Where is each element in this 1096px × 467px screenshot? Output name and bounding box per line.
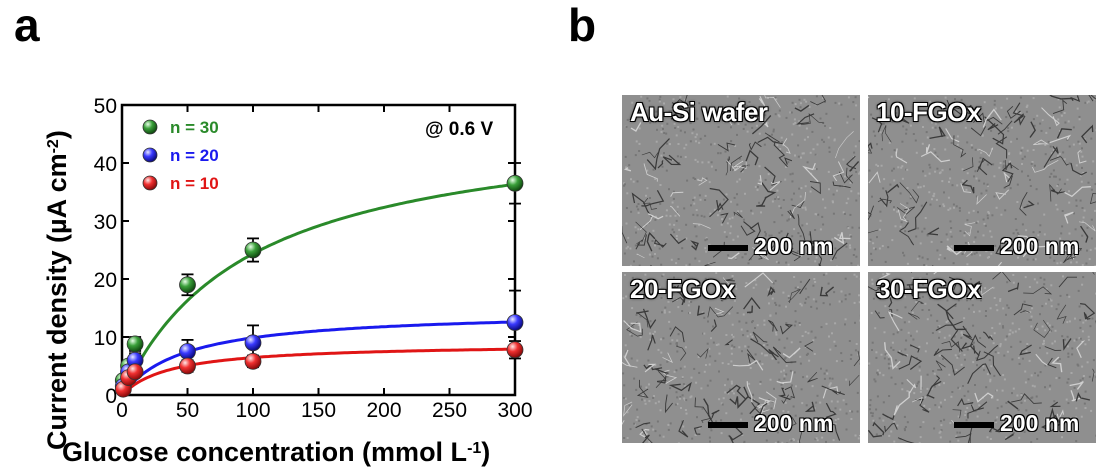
x-tick-label: 150 bbox=[301, 399, 336, 422]
x-tick-label: 0 bbox=[116, 399, 128, 422]
panel-a-letter: a bbox=[14, 0, 40, 51]
legend-label: n = 10 bbox=[170, 174, 219, 193]
y-tick-label: 0 bbox=[105, 385, 117, 408]
x-tick-label: 100 bbox=[235, 399, 270, 422]
y-tick-label: 50 bbox=[94, 95, 117, 118]
sem-label: 20-FGOx bbox=[630, 274, 735, 304]
sem-image-au-si-wafer: Au-Si wafer 200 nm bbox=[622, 95, 860, 266]
voltage-annotation: @ 0.6 V bbox=[425, 119, 493, 140]
sem-image-grid: Au-Si wafer 200 nm 10-FGOx 200 nm 20-FGO… bbox=[622, 95, 1096, 443]
legend-marker bbox=[142, 147, 158, 163]
y-tick-label: 40 bbox=[94, 153, 117, 176]
x-axis-ticks: 0 50 100 150 200 250 300 bbox=[116, 105, 533, 422]
sem-image-20-fgox: 20-FGOx 200 nm bbox=[622, 272, 860, 443]
legend: n = 30 n = 20 n = 10 bbox=[142, 118, 219, 193]
scale-bar-label: 200 nm bbox=[754, 233, 834, 259]
data-point bbox=[244, 241, 262, 259]
data-point bbox=[506, 174, 524, 192]
x-tick-label: 300 bbox=[497, 399, 532, 422]
data-point bbox=[126, 363, 144, 381]
data-point bbox=[244, 352, 262, 370]
data-point bbox=[506, 314, 524, 331]
y-axis-ticks: 0 10 20 30 40 50 bbox=[94, 95, 515, 408]
sem-label: Au-Si wafer bbox=[630, 97, 768, 127]
x-axis-label: Glucose concentration (mmol L-1) bbox=[62, 437, 490, 467]
scale-bar-label: 200 nm bbox=[1000, 233, 1080, 259]
y-axis-label: Current density (µA cm-2) bbox=[42, 130, 72, 450]
scale-bar-label: 200 nm bbox=[754, 410, 834, 436]
sem-label: 30-FGOx bbox=[876, 274, 981, 304]
legend-marker bbox=[142, 119, 158, 135]
sem-image-10-fgox: 10-FGOx 200 nm bbox=[868, 95, 1096, 266]
y-tick-label: 20 bbox=[94, 269, 117, 292]
data-point bbox=[506, 341, 524, 359]
error-bars bbox=[117, 162, 521, 394]
data-point bbox=[179, 357, 196, 375]
legend-label: n = 30 bbox=[170, 118, 219, 137]
scale-bar-label: 200 nm bbox=[1000, 410, 1080, 436]
x-tick-label: 250 bbox=[432, 399, 467, 422]
data-point bbox=[244, 334, 262, 352]
fit-curve bbox=[120, 182, 516, 396]
data-point bbox=[179, 343, 196, 360]
data-point bbox=[126, 335, 144, 353]
fit-curve bbox=[120, 320, 516, 396]
y-tick-label: 10 bbox=[94, 327, 117, 350]
data-points bbox=[114, 174, 524, 398]
x-tick-label: 50 bbox=[176, 399, 199, 422]
x-tick-label: 200 bbox=[366, 399, 401, 422]
legend-marker bbox=[142, 175, 158, 191]
legend-label: n = 20 bbox=[170, 146, 219, 165]
panel-b-letter: b bbox=[568, 0, 597, 51]
sem-label: 10-FGOx bbox=[876, 97, 981, 127]
data-point bbox=[179, 276, 196, 294]
y-tick-label: 30 bbox=[94, 211, 117, 234]
sem-image-30-fgox: 30-FGOx 200 nm bbox=[868, 272, 1096, 443]
